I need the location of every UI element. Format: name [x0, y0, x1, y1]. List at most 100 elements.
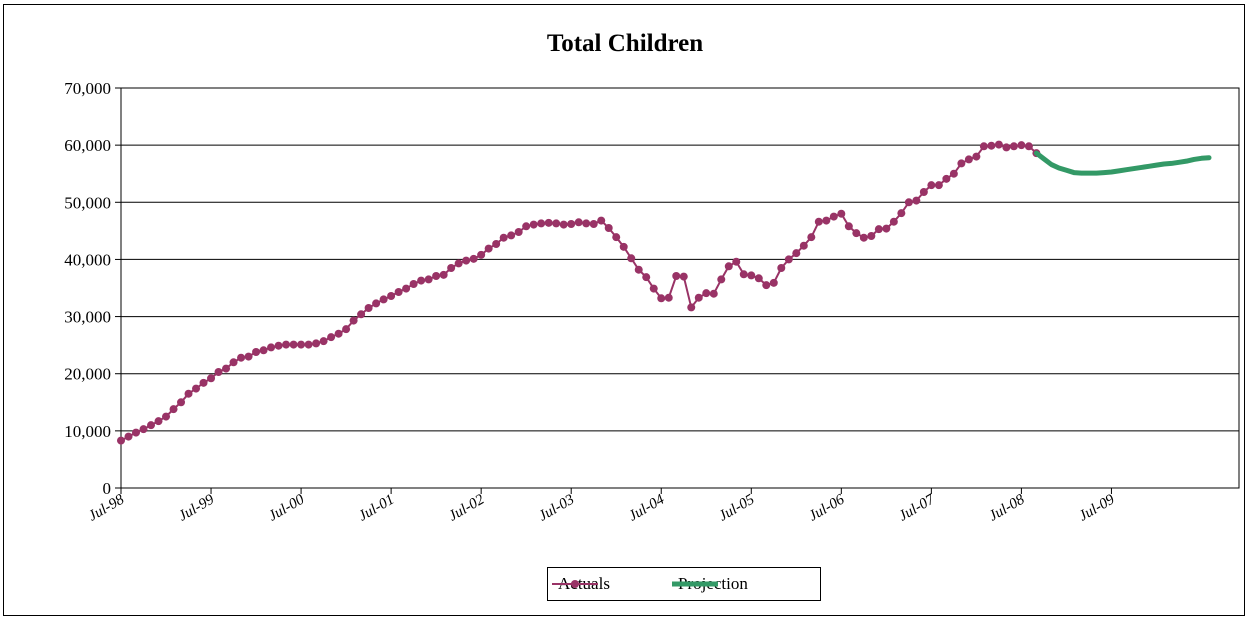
data-point-actuals — [634, 265, 643, 274]
data-point-actuals — [807, 233, 816, 242]
data-point-actuals — [777, 264, 786, 272]
data-point-actuals — [544, 218, 553, 227]
data-point-actuals — [582, 219, 591, 228]
x-tick-label: Jul-99 — [176, 491, 218, 524]
data-point-actuals — [169, 405, 178, 414]
data-point-actuals — [927, 181, 936, 190]
legend-actuals-swatch — [552, 580, 598, 588]
data-point-actuals — [477, 250, 486, 259]
data-point-actuals — [844, 222, 853, 231]
data-point-actuals — [139, 425, 148, 434]
chart-frame — [3, 4, 1245, 616]
x-tick-label: Jul-04 — [626, 491, 668, 524]
y-tick-label: 50,000 — [64, 193, 111, 212]
data-point-actuals — [949, 169, 958, 178]
x-tick-label: Jul-09 — [1076, 491, 1118, 524]
data-point-actuals — [177, 398, 186, 407]
data-point-actuals — [282, 340, 291, 349]
data-point-actuals — [694, 293, 703, 302]
data-point-actuals — [522, 222, 531, 231]
data-point-actuals — [394, 288, 403, 296]
data-point-actuals — [589, 220, 598, 228]
data-point-actuals — [447, 264, 456, 272]
data-point-actuals — [349, 316, 358, 325]
data-point-actuals — [739, 270, 748, 279]
data-point-actuals — [972, 152, 981, 161]
data-point-actuals — [717, 275, 726, 284]
data-point-actuals — [837, 209, 846, 218]
data-point-actuals — [657, 294, 666, 303]
data-point-actuals — [994, 140, 1003, 149]
data-point-actuals — [454, 259, 463, 268]
data-point-actuals — [372, 299, 381, 308]
data-point-actuals — [319, 337, 328, 346]
data-point-actuals — [552, 219, 561, 228]
data-point-actuals — [274, 341, 283, 350]
data-point-actuals — [904, 198, 913, 207]
x-tick-label: Jul-05 — [716, 491, 758, 524]
data-point-actuals — [987, 141, 996, 150]
data-point-actuals — [289, 340, 298, 349]
data-point-actuals — [604, 224, 613, 232]
chart-title: Total Children — [546, 30, 704, 57]
data-point-actuals — [1024, 142, 1033, 151]
data-point-actuals — [889, 217, 898, 226]
data-point-actuals — [499, 233, 508, 242]
data-point-actuals — [867, 232, 876, 240]
x-tick-label: Jul-06 — [806, 491, 848, 524]
data-point-actuals — [912, 196, 921, 205]
data-point-actuals — [619, 242, 628, 251]
data-point-actuals — [514, 228, 523, 236]
data-point-actuals — [484, 244, 493, 253]
data-point-actuals — [462, 256, 471, 265]
data-point-actuals — [559, 220, 568, 229]
data-point-actuals — [814, 217, 823, 226]
data-point-actuals — [859, 233, 868, 242]
data-point-actuals — [567, 220, 576, 228]
x-tick-label: Jul-02 — [446, 491, 488, 524]
data-point-actuals — [409, 280, 418, 288]
data-point-actuals — [934, 181, 943, 190]
data-point-actuals — [199, 378, 208, 387]
data-point-actuals — [432, 272, 441, 280]
data-point-actuals — [874, 225, 883, 234]
data-point-actuals — [379, 295, 388, 304]
legend-projection-swatch — [672, 581, 718, 587]
data-point-actuals — [507, 231, 516, 240]
data-point-actuals — [267, 343, 276, 352]
data-point-actuals — [417, 276, 426, 285]
series-line-projection — [1033, 150, 1212, 176]
data-point-actuals — [387, 292, 396, 300]
data-point-actuals — [687, 303, 696, 312]
legend-item-projection: Projection — [672, 568, 748, 600]
data-point-actuals — [964, 155, 973, 164]
data-point-actuals — [792, 249, 801, 258]
y-tick-label: 70,000 — [64, 79, 111, 98]
y-tick-label: 10,000 — [64, 422, 111, 441]
data-point-actuals — [214, 368, 223, 376]
data-point-actuals — [597, 216, 606, 225]
data-point-actuals — [612, 233, 621, 242]
data-point-actuals — [754, 274, 763, 283]
data-point-actuals — [852, 229, 861, 238]
y-tick-label: 30,000 — [64, 308, 111, 327]
data-point-actuals — [207, 374, 216, 383]
data-point-actuals — [747, 271, 756, 280]
data-point-actuals — [312, 339, 321, 348]
data-point-actuals — [799, 241, 808, 250]
data-point-actuals — [469, 254, 478, 263]
data-point-actuals — [297, 340, 306, 349]
data-point-actuals — [192, 384, 201, 393]
data-point-actuals — [424, 275, 433, 284]
data-point-actuals — [664, 293, 673, 302]
y-tick-label: 20,000 — [64, 365, 111, 384]
data-point-actuals — [679, 272, 688, 281]
data-point-actuals — [529, 220, 538, 229]
data-point-actuals — [342, 325, 351, 334]
data-point-actuals — [627, 254, 636, 263]
data-point-actuals — [942, 174, 951, 183]
data-point-actuals — [132, 428, 141, 437]
legend: Actuals Projection — [547, 567, 821, 601]
data-point-actuals — [897, 209, 906, 218]
